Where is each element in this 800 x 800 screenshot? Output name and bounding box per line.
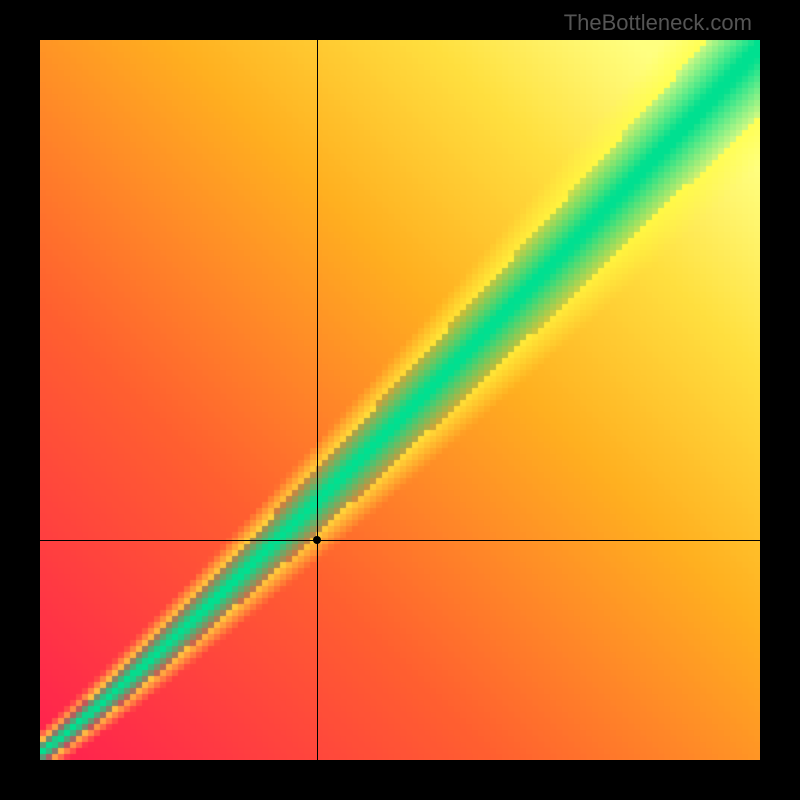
crosshair-marker-dot: [313, 536, 321, 544]
watermark-text: TheBottleneck.com: [564, 10, 752, 36]
crosshair-vertical: [317, 40, 318, 760]
crosshair-horizontal: [40, 540, 760, 541]
heatmap-canvas: [40, 40, 760, 760]
heatmap-plot: [40, 40, 760, 760]
